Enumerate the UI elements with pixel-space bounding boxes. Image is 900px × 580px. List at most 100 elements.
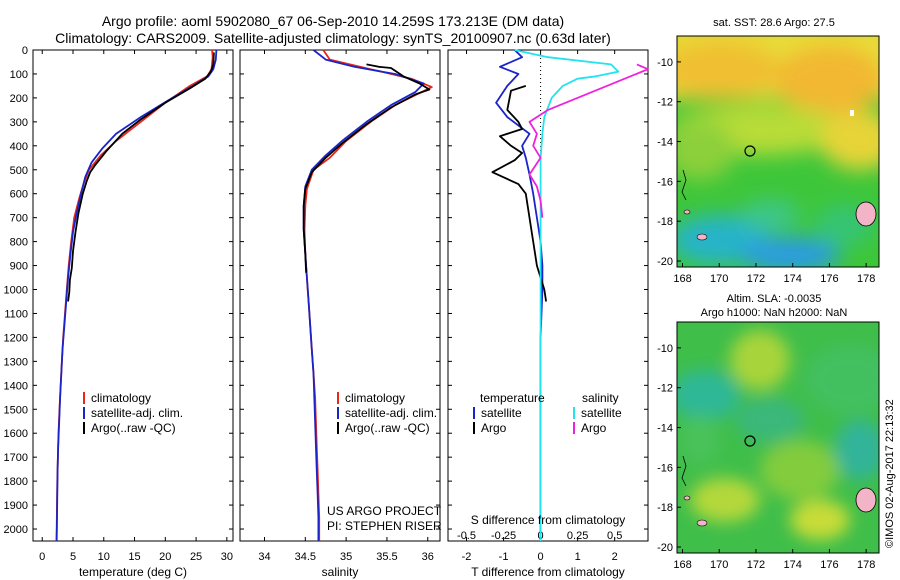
legend-t-argo: Argo <box>481 421 507 435</box>
x-tick-label: -1 <box>499 551 509 563</box>
legend-argo: Argo(..raw -QC) <box>345 421 430 435</box>
y-tick-label: 200 <box>10 93 28 105</box>
temperature-legend: climatology satellite-adj. clim. Argo(..… <box>83 391 183 435</box>
lat-tick-label: -10 <box>657 343 673 355</box>
sst-map-title: sat. SST: 28.6 Argo: 27.5 <box>713 17 835 29</box>
title-line-1: Argo profile: aoml 5902080_67 06-Sep-201… <box>102 13 564 29</box>
project-annotation: US ARGO PROJECT <box>327 504 442 518</box>
lon-tick-label: 174 <box>784 273 802 285</box>
series-line-salinity-satellite <box>514 49 620 541</box>
temperature-lines <box>55 49 218 542</box>
y-tick-label: 1700 <box>4 452 28 464</box>
lat-tick-label: -18 <box>657 502 673 514</box>
sla-map: Altim. SLA: -0.0035 Argo h1000: NaN h200… <box>657 293 880 571</box>
lon-tick-label: 178 <box>857 273 875 285</box>
lon-tick-label: 176 <box>820 559 838 571</box>
salinity-axis-ticks: 34 34.5 35 35.5 36 <box>240 49 440 563</box>
difference-legend: temperature satellite Argo salinity sate… <box>473 391 622 435</box>
x-tick-label: 34.5 <box>295 551 316 563</box>
top-tick-label: 0.5 <box>607 530 622 542</box>
salinity-panel: 34 34.5 35 35.5 36 salinity climatology sate… <box>239 49 442 579</box>
x-tick-label: 0 <box>538 551 544 563</box>
sla-map-frame <box>676 321 880 554</box>
temperature-axis-ticks: 0 5 10 15 20 25 30 <box>39 50 233 563</box>
coastline <box>681 169 687 201</box>
x-tick-label: 36 <box>422 551 434 563</box>
lon-tick-label: 168 <box>673 559 691 571</box>
lat-tick-label: -14 <box>657 137 673 149</box>
t-difference-axis-ticks: -2 -1 0 1 2 <box>448 49 648 563</box>
sst-field <box>677 36 879 267</box>
sla-map-lon-ticks: 168 170 172 174 176 178 <box>673 549 875 571</box>
x-tick-label: 35.5 <box>376 551 397 563</box>
y-tick-label: 100 <box>10 69 28 81</box>
y-tick-label: 1800 <box>4 476 28 488</box>
y-tick-label: 1000 <box>4 285 28 297</box>
top-tick-label: 0.25 <box>567 530 588 542</box>
island-shape <box>696 519 708 527</box>
difference-plot-frame <box>447 49 649 542</box>
y-tick-label: 900 <box>10 261 28 273</box>
salinity-lines <box>302 49 433 541</box>
lat-tick-label: -12 <box>657 383 673 395</box>
y-tick-label: 1900 <box>4 500 28 512</box>
lat-tick-label: -10 <box>657 57 673 69</box>
lat-tick-label: -12 <box>657 97 673 109</box>
y-tick-label: 1400 <box>4 380 28 392</box>
island-shape <box>683 209 691 215</box>
legend-t-satellite: satellite <box>481 406 522 420</box>
missing-data-patch <box>850 110 854 116</box>
argo-float-marker <box>744 435 756 447</box>
x-tick-label: 1 <box>575 551 581 563</box>
temperature-plot-frame <box>32 49 234 542</box>
legend-s-argo: Argo <box>581 421 607 435</box>
legend-satellite: satellite-adj. clim. <box>345 406 437 420</box>
pi-annotation: PI: STEPHEN RISER <box>327 519 442 533</box>
lon-tick-label: 174 <box>784 559 802 571</box>
lon-tick-label: 170 <box>710 273 728 285</box>
y-tick-label: 500 <box>10 165 28 177</box>
sst-map-lon-ticks: 168 170 172 174 176 178 <box>673 263 875 285</box>
lat-tick-label: -16 <box>657 462 673 474</box>
legend-temperature-title: temperature <box>480 391 545 405</box>
depth-axis-ticks: 0 100 200 300 400 500 600 700 800 900 1000 1100 1200… <box>4 45 233 536</box>
series-line-temperature-argo <box>491 85 547 302</box>
island-shape <box>696 233 708 241</box>
x-tick-label: 10 <box>98 551 110 563</box>
argo-float-marker <box>744 145 756 157</box>
y-tick-label: 800 <box>10 237 28 249</box>
y-tick-label: 300 <box>10 117 28 129</box>
y-tick-label: 600 <box>10 189 28 201</box>
x-tick-label: 15 <box>128 551 140 563</box>
lat-tick-label: -20 <box>657 256 673 268</box>
lat-tick-label: -18 <box>657 216 673 228</box>
y-tick-label: 400 <box>10 141 28 153</box>
island-shape <box>855 201 877 227</box>
x-tick-label: 34 <box>258 551 270 563</box>
legend-salinity-title: salinity <box>582 391 619 405</box>
sla-map-title: Altim. SLA: -0.0035 <box>727 293 822 305</box>
lon-tick-label: 170 <box>710 559 728 571</box>
sst-map: sat. SST: 28.6 Argo: 27.5 <box>657 17 880 285</box>
y-tick-label: 1300 <box>4 356 28 368</box>
x-tick-label: 20 <box>159 551 171 563</box>
lat-tick-label: -20 <box>657 542 673 554</box>
imos-credit: ©IMOS 02-Aug-2017 22:13:32 <box>884 399 896 548</box>
lon-tick-label: 172 <box>747 559 765 571</box>
t-difference-label: T difference from climatology <box>471 565 625 579</box>
x-tick-label: 30 <box>221 551 233 563</box>
lat-tick-label: -14 <box>657 423 673 435</box>
y-tick-label: 0 <box>22 45 28 57</box>
lon-tick-label: 178 <box>857 559 875 571</box>
salinity-legend: climatology satellite-adj. clim. Argo(..… <box>337 391 437 435</box>
series-line-argo-raw-qc- <box>302 63 431 273</box>
sla-map-subtitle: Argo h1000: NaN h2000: NaN <box>701 307 848 319</box>
sst-map-frame <box>676 35 880 268</box>
legend-argo: Argo(..raw -QC) <box>91 421 176 435</box>
series-line-argo-raw-qc- <box>67 52 215 302</box>
salinity-axis-label: salinity <box>322 565 359 579</box>
title-line-2: Climatology: CARS2009. Satellite-adjuste… <box>55 30 611 46</box>
top-tick-label: -0.25 <box>491 530 516 542</box>
x-tick-label: 5 <box>70 551 76 563</box>
y-tick-label: 700 <box>10 213 28 225</box>
